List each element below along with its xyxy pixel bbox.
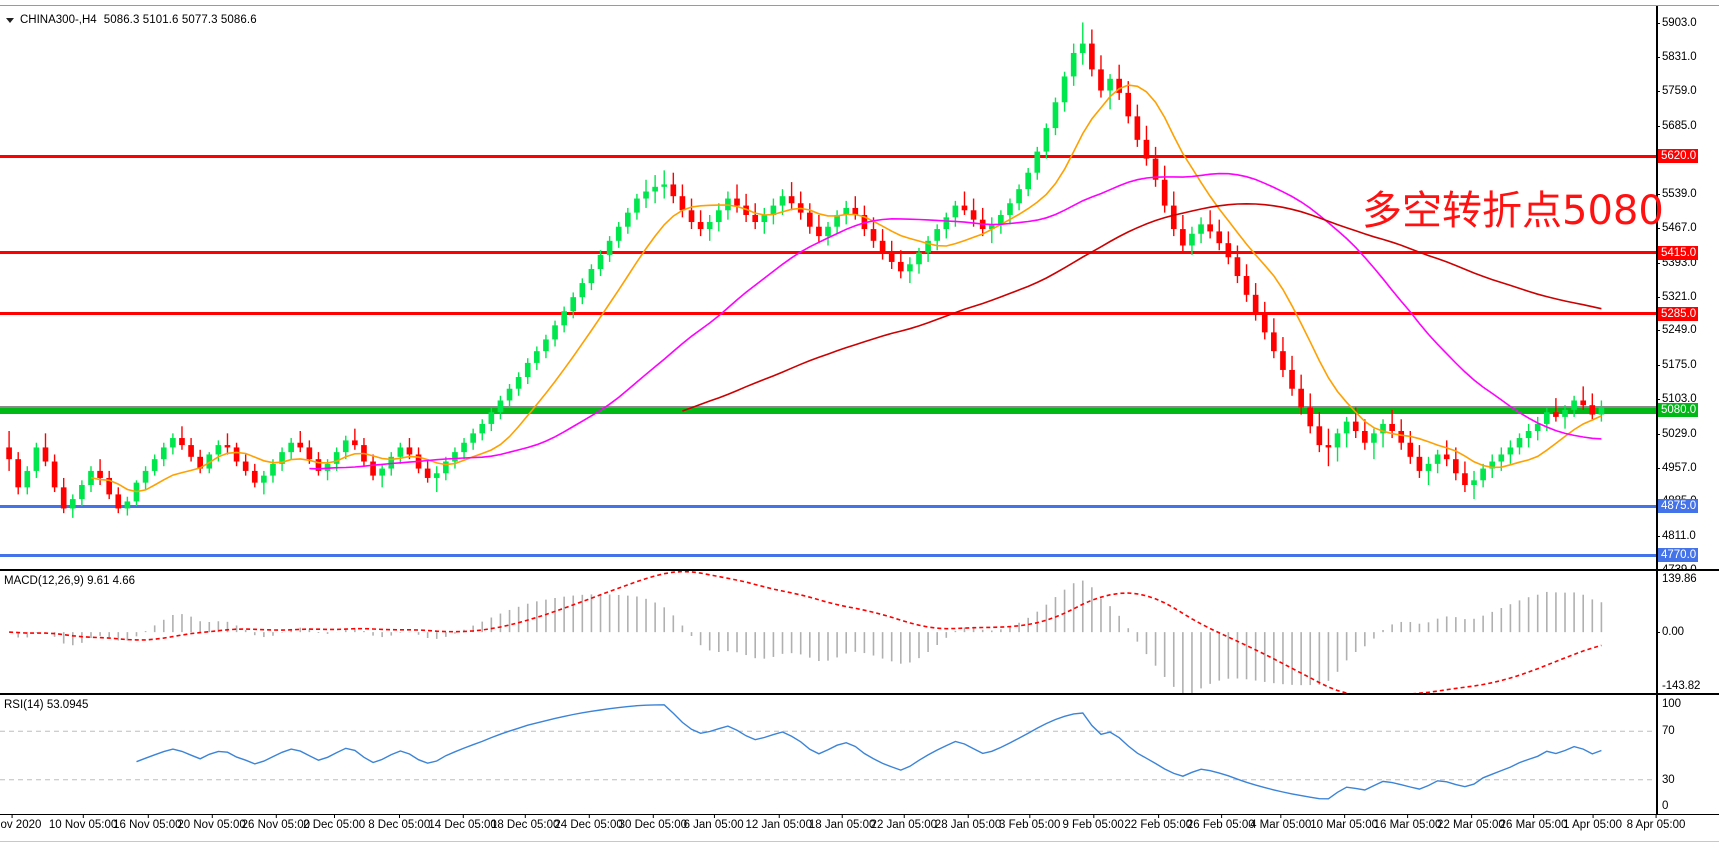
rsi-series: [0, 704, 1656, 800]
time-tick-label: 8 Apr 05:00: [1626, 814, 1686, 831]
support-4770-line[interactable]: [0, 553, 1656, 557]
ohlc-values: 5086.3 5101.6 5077.3 5086.6: [103, 14, 257, 26]
chevron-down-icon[interactable]: [6, 17, 14, 23]
price-tick: 5759.0: [1656, 84, 1697, 97]
price-tick: 5249.0: [1656, 324, 1697, 337]
resistance-5415-line[interactable]: [0, 251, 1656, 255]
time-tick-label: 26 Nov 05:00: [241, 814, 311, 831]
resistance-5620-line[interactable]: [0, 154, 1656, 158]
price-tick: 5321.0: [1656, 290, 1697, 303]
time-tick-label: 22 Feb 05:00: [1124, 814, 1193, 831]
price-tick: 4811.0: [1656, 530, 1696, 543]
time-tick-label: 10 Mar 05:00: [1310, 814, 1379, 831]
time-tick-label: 10 Nov 05:00: [48, 814, 118, 831]
time-tick-label: 28 Jan 05:00: [934, 814, 1002, 831]
price-axis[interactable]: 5903.05831.05759.05685.05613.05539.05467…: [1656, 6, 1719, 576]
price-panel: 5903.05831.05759.05685.05613.05539.05467…: [0, 6, 1719, 576]
time-tick-label: 16 Nov 05:00: [113, 814, 182, 831]
rsi-tick: 100: [1662, 698, 1681, 710]
support-4875-tag[interactable]: 4875.0: [1658, 499, 1699, 514]
price-tick: 5467.0: [1656, 222, 1697, 235]
support-4875-line[interactable]: [0, 504, 1656, 508]
time-tick-label: 4 Mar 05:00: [1250, 814, 1312, 831]
macd-plot-area[interactable]: [0, 571, 1656, 693]
rsi-tick: 70: [1662, 725, 1675, 738]
support-4770-tag[interactable]: 4770.0: [1658, 548, 1699, 563]
chart-header: CHINA300-,H4 5086.3 5101.6 5077.3 5086.6: [0, 12, 257, 28]
rsi-panel: 100 70 30 0 RSI(14) 53.0945: [0, 694, 1719, 815]
price-plot-area[interactable]: [0, 6, 1656, 569]
current-price-line: [0, 406, 1656, 409]
price-tick: 5103.0: [1656, 393, 1697, 406]
resistance-5285-tag[interactable]: 5285.0: [1658, 306, 1699, 321]
time-tick-label: 20 Nov 05:00: [177, 814, 246, 831]
pivot-5080-line[interactable]: [0, 406, 1656, 414]
rsi-tick: 30: [1662, 773, 1675, 786]
candlestick-series: [6, 22, 1605, 518]
resistance-5415-tag[interactable]: 5415.0: [1658, 245, 1699, 260]
time-tick-label: 2 Dec 05:00: [303, 814, 366, 831]
time-tick-label: 1 Apr 05:00: [1563, 814, 1623, 831]
macd-series: [9, 571, 1603, 693]
macd-tick: 139.86: [1662, 573, 1697, 585]
rsi-tick: 0: [1662, 800, 1669, 812]
resistance-5285-line[interactable]: [0, 312, 1656, 316]
time-tick-label: 18 Jan 05:00: [808, 814, 876, 831]
price-tick: 5685.0: [1656, 119, 1697, 132]
time-tick-label: 18 Dec 05:00: [490, 814, 560, 831]
time-tick-label: 8 Dec 05:00: [368, 814, 431, 831]
time-tick-label: 6 Jan 05:00: [683, 814, 744, 831]
rsi-plot-area[interactable]: [0, 695, 1656, 814]
macd-panel: 139.86 0.00 -143.82 MACD(12,26,9) 9.61 4.6…: [0, 570, 1719, 694]
price-tick: 5393.0: [1656, 256, 1697, 269]
rsi-label: RSI(14) 53.0945: [4, 699, 89, 711]
price-tick: 5831.0: [1656, 51, 1697, 64]
chart-annotation-text: 多空转折点5080: [1362, 188, 1664, 234]
pivot-5080-tag[interactable]: 5080.0: [1658, 402, 1699, 417]
macd-axis[interactable]: 139.86 0.00 -143.82: [1656, 571, 1719, 693]
time-tick-label: 14 Dec 05:00: [428, 814, 497, 831]
time-tick-label: 24 Dec 05:00: [554, 814, 623, 831]
time-tick-label: 12 Jan 05:00: [745, 814, 812, 831]
rsi-axis[interactable]: 100 70 30 0: [1656, 695, 1719, 814]
macd-tick: -143.82: [1662, 680, 1701, 692]
price-tick: 5029.0: [1656, 427, 1697, 440]
time-tick-label: 3 Feb 05:00: [999, 814, 1061, 831]
resistance-5620-tag[interactable]: 5620.0: [1658, 149, 1699, 164]
time-tick-label: 26 Feb 05:00: [1186, 814, 1255, 831]
time-tick-label: 30 Dec 05:00: [618, 814, 688, 831]
time-tick-label: 22 Mar 05:00: [1437, 814, 1505, 831]
symbol-label: CHINA300-,H4: [20, 14, 97, 26]
time-tick-label: 4 Nov 2020: [0, 814, 41, 831]
time-tick-label: 9 Feb 05:00: [1062, 814, 1124, 831]
price-tick: 4957.0: [1656, 461, 1697, 474]
macd-tick: 0.00: [1656, 626, 1684, 639]
price-tick: 5539.0: [1656, 188, 1697, 201]
time-tick-label: 26 Mar 05:00: [1499, 814, 1568, 831]
window-top-strip: [0, 0, 1719, 6]
time-tick-label: 16 Mar 05:00: [1373, 814, 1442, 831]
macd-label: MACD(12,26,9) 9.61 4.66: [4, 575, 136, 587]
price-tick: 5903.0: [1656, 17, 1697, 30]
price-tick: 5175.0: [1656, 359, 1697, 372]
time-tick-label: 22 Jan 05:00: [870, 814, 938, 831]
